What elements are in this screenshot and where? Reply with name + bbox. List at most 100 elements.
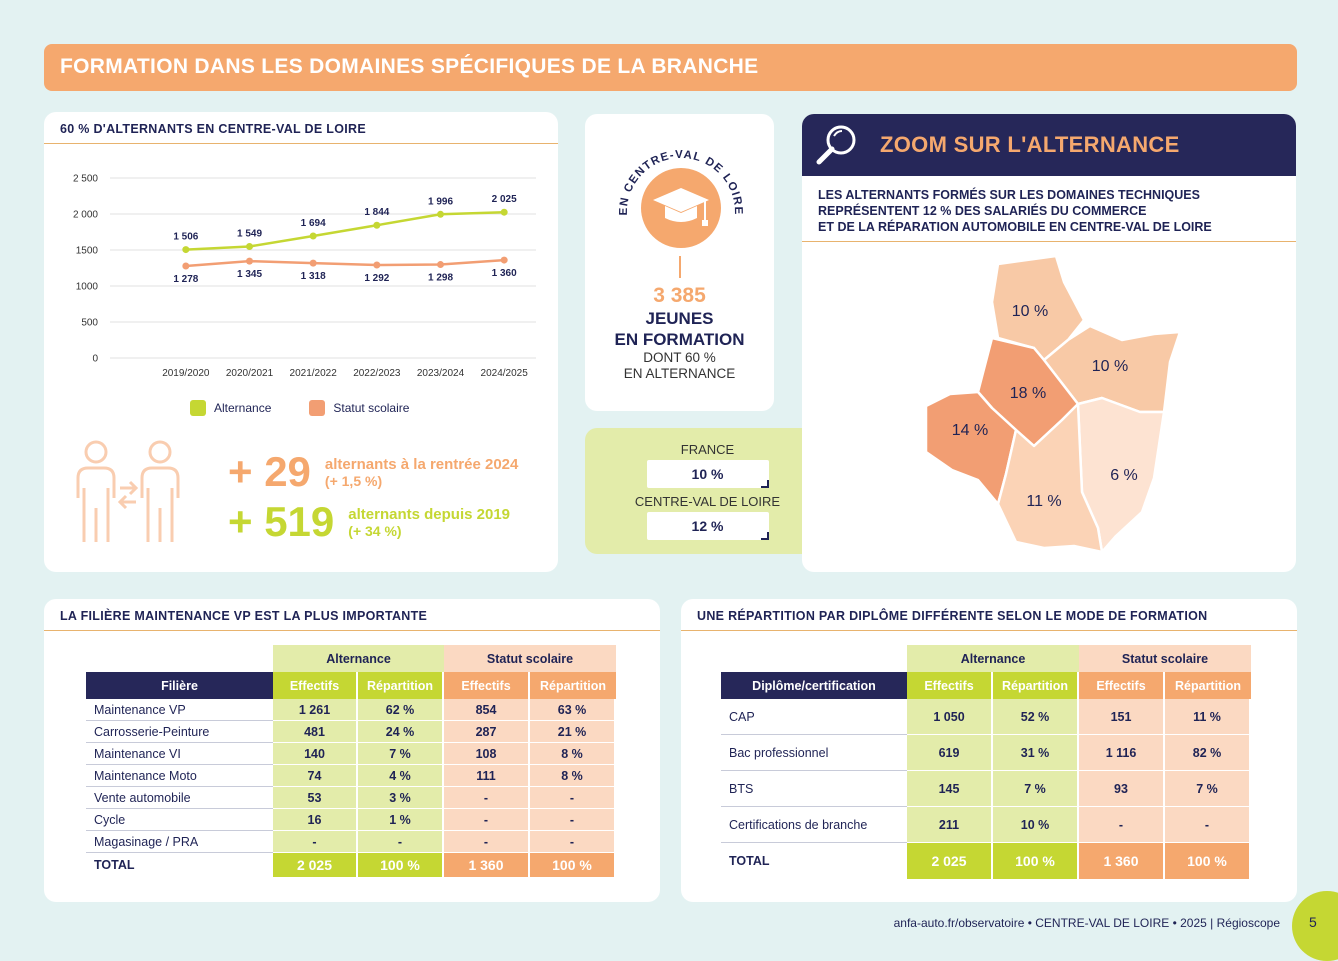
data-point [373, 261, 381, 269]
table-row: BTS 145 7 % 93 7 % [721, 771, 1251, 807]
row-label: Certifications de branche [721, 807, 907, 843]
total-label: TOTAL [94, 858, 135, 872]
diplome-title: UNE RÉPARTITION PAR DIPLÔME DIFFÉRENTE S… [681, 599, 1297, 631]
kpi-depuis-sub: (+ 34 %) [348, 522, 402, 539]
row-label: Maintenance VP [86, 699, 273, 721]
table-cell: 151 [1079, 699, 1165, 735]
table-row: Carrosserie-Peinture 481 24 % 287 21 % [86, 721, 616, 743]
data-label: 1 298 [428, 273, 453, 284]
table-row: Maintenance VI 140 7 % 108 8 % [86, 743, 616, 765]
table-cell: - [273, 831, 358, 853]
map-dept-indre [996, 402, 1104, 554]
row-label: Maintenance Moto [86, 765, 273, 787]
y-tick-label: 0 [92, 354, 98, 365]
filiere-blank-header [86, 645, 273, 672]
banner-title: FORMATION DANS LES DOMAINES SPÉCIFIQUES … [60, 55, 759, 78]
divider-line [678, 256, 681, 278]
total-cell: 100 % [358, 853, 444, 877]
total-cell: 2 025 [273, 853, 358, 877]
region-label: CENTRE-VAL DE LOIRE [634, 494, 781, 509]
kpi-depuis-text: alternants depuis 2019 [348, 505, 511, 523]
table-cell: 4 % [358, 765, 444, 787]
zoom-desc-line3: ET DE LA RÉPARATION AUTOMOBILE EN CENTRE… [818, 220, 1212, 234]
footer-text: anfa-auto.fr/observatoire • CENTRE-VAL D… [893, 916, 1280, 930]
total-row: TOTAL 2 025 100 % 1 360 100 % [86, 853, 616, 877]
table-cell: - [530, 831, 616, 853]
table-cell: - [444, 787, 530, 809]
table-cell: 7 % [993, 771, 1079, 807]
map-label-5: 11 % [1026, 493, 1061, 510]
filiere-table: Alternance Statut scolaire Filière Effec… [86, 645, 616, 877]
table-row: Maintenance VP 1 261 62 % 854 63 % [86, 699, 616, 721]
table-cell: 24 % [358, 721, 444, 743]
y-tick-label: 2 500 [73, 174, 98, 185]
france-value: 10 % [646, 460, 769, 488]
legend-label-statut: Statut scolaire [333, 401, 410, 415]
table-cell: 619 [907, 735, 993, 771]
total-cell: 100 % [530, 853, 616, 877]
table-cell: - [358, 831, 444, 853]
table-cell: 74 [273, 765, 358, 787]
total-label: TOTAL [729, 854, 770, 868]
row-label: CAP [721, 699, 907, 735]
table-cell: 7 % [358, 743, 444, 765]
filiere-body: Maintenance VP 1 261 62 % 854 63 % Carrosseri… [86, 699, 616, 877]
map-label-4: 6 % [1110, 467, 1138, 484]
data-label: 1 694 [301, 218, 326, 229]
table-cell: 82 % [1165, 735, 1251, 771]
table-row: Magasinage / PRA - - - - [86, 831, 616, 853]
data-label: 1 506 [173, 232, 198, 243]
diplome-group-scolaire: Statut scolaire [1079, 645, 1251, 672]
table-row: Bac professionnel 619 31 % 1 116 82 % [721, 735, 1251, 771]
data-point [437, 210, 444, 218]
table-cell: 140 [273, 743, 358, 765]
alternants-chart-card: 60 % D'ALTERNANTS EN CENTRE-VAL DE LOIRE… [44, 112, 558, 572]
people-exchange-icon [76, 440, 180, 542]
table-cell: - [530, 787, 616, 809]
legend-swatch-alternance [190, 400, 206, 416]
table-cell: 108 [444, 743, 530, 765]
data-point [373, 221, 381, 229]
y-tick-label: 1500 [76, 246, 99, 257]
region-map: 10 % 10 % 18 % 14 % 6 % 11 % [924, 254, 1182, 554]
row-label: Maintenance VI [86, 743, 273, 765]
data-point [246, 257, 253, 265]
x-tick-label: 2019/2020 [162, 368, 210, 379]
table-cell: 53 [273, 787, 358, 809]
zoom-header: ZOOM SUR L'ALTERNANCE [802, 114, 1296, 176]
kpi-rentree-sub: (+ 1,5 %) [324, 472, 383, 489]
filiere-card: LA FILIÈRE MAINTENANCE VP EST LA PLUS IM… [44, 599, 660, 902]
total-cell: 100 % [993, 843, 1079, 879]
filiere-header-0: Filière [86, 672, 273, 699]
row-label: BTS [721, 771, 907, 807]
filiere-group-alternance: Alternance [273, 645, 444, 672]
table-row: Certifications de branche 211 10 % - - [721, 807, 1251, 843]
jeunes-line2: EN FORMATION [614, 330, 745, 349]
table-cell: 21 % [530, 721, 616, 743]
legend-item-statut: Statut scolaire [309, 400, 409, 416]
data-point [182, 262, 190, 270]
row-label: Carrosserie-Peinture [86, 721, 273, 743]
diplome-blank-header [721, 645, 907, 672]
table-cell: 287 [444, 721, 530, 743]
total-cell: 1 360 [444, 853, 530, 877]
diplome-body: CAP 1 050 52 % 151 11 % Bac professionnel 619 3… [721, 699, 1251, 879]
data-point [500, 256, 508, 264]
jeunes-number: 3 385 [653, 284, 706, 307]
data-label: 1 844 [364, 207, 389, 218]
table-row: Maintenance Moto 74 4 % 111 8 % [86, 765, 616, 787]
jeunes-formation-card: EN CENTRE-VAL DE LOIRE 3 385 JEUNES EN F… [585, 114, 774, 411]
table-cell: 8 % [530, 765, 616, 787]
zoom-description: LES ALTERNANTS FORMÉS SUR LES DOMAINES T… [802, 176, 1296, 242]
table-cell: 481 [273, 721, 358, 743]
total-cell: 1 360 [1079, 843, 1165, 879]
table-cell: - [1079, 807, 1165, 843]
row-label: Bac professionnel [721, 735, 907, 771]
data-point [246, 242, 253, 250]
filiere-header-1: Effectifs [273, 672, 358, 699]
y-tick-label: 500 [81, 318, 98, 329]
diplome-table: Alternance Statut scolaire Diplôme/certi… [721, 645, 1251, 879]
series-line-1 [185, 258, 505, 268]
data-label: 1 345 [237, 269, 262, 280]
table-cell: 11 % [1165, 699, 1251, 735]
